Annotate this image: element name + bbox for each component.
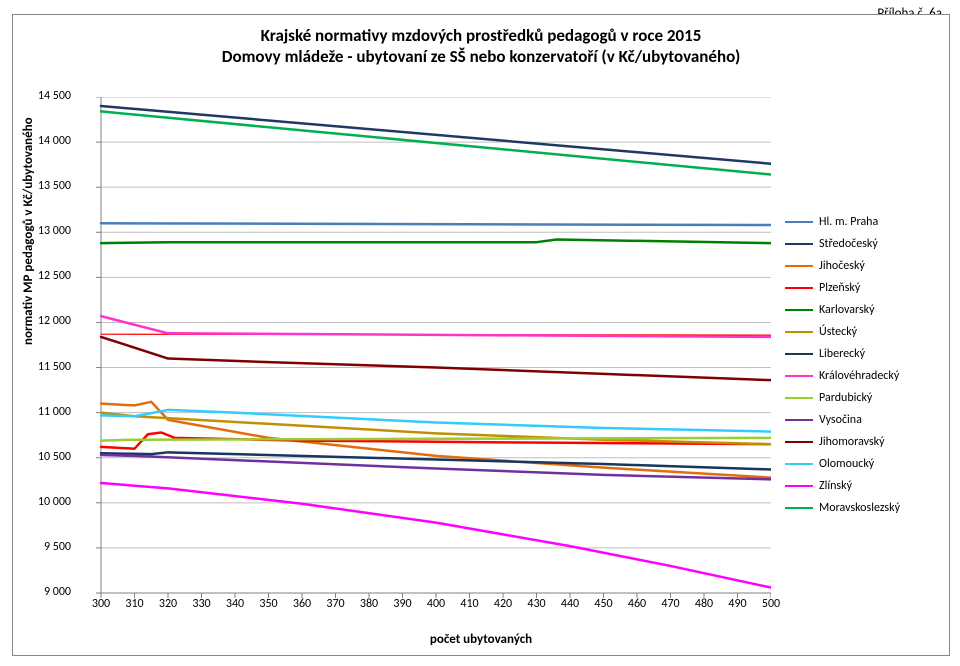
legend-item: Karlovarský <box>785 299 955 321</box>
legend-label: Královéhradecký <box>819 369 899 383</box>
x-tick-label: 470 <box>657 597 685 611</box>
x-tick-label: 420 <box>489 597 517 611</box>
legend-item: Jihomoravský <box>785 431 955 453</box>
legend-item: Olomoucký <box>785 453 955 475</box>
legend-swatch <box>785 309 813 311</box>
legend-swatch <box>785 397 813 399</box>
x-tick-label: 400 <box>422 597 450 611</box>
y-tick-label: 12 000 <box>11 314 71 328</box>
legend-label: Jihočeský <box>819 259 865 273</box>
legend-swatch <box>785 287 813 289</box>
legend-label: Liberecký <box>819 347 865 361</box>
title-line2: Domovy mládeže - ubytovaní ze SŠ nebo ko… <box>13 46 949 67</box>
legend-item: Královéhradecký <box>785 365 955 387</box>
legend-swatch <box>785 441 813 443</box>
legend-swatch <box>785 331 813 333</box>
legend-label: Plzeňský <box>819 281 860 295</box>
legend-label: Jihomoravský <box>819 435 885 449</box>
legend-swatch <box>785 463 813 465</box>
x-tick-label: 350 <box>255 597 283 611</box>
legend-item: Moravskoslezský <box>785 497 955 519</box>
chart-container: Krajské normativy mzdových prostředků pe… <box>12 14 950 656</box>
y-tick-label: 9 500 <box>11 540 71 554</box>
x-axis-title: počet ubytovaných <box>13 632 949 647</box>
y-tick-label: 10 000 <box>11 495 71 509</box>
legend-label: Hl. m. Praha <box>819 215 878 229</box>
plot-area <box>101 97 771 593</box>
legend-label: Středočeský <box>819 237 878 251</box>
y-tick-label: 14 500 <box>11 89 71 103</box>
legend-swatch <box>785 507 813 509</box>
y-tick-label: 13 000 <box>11 224 71 238</box>
y-tick-label: 12 500 <box>11 269 71 283</box>
legend-swatch <box>785 265 813 267</box>
y-tick-label: 11 500 <box>11 360 71 374</box>
legend-item: Jihočeský <box>785 255 955 277</box>
legend-swatch <box>785 221 813 223</box>
x-tick-label: 310 <box>121 597 149 611</box>
x-tick-label: 410 <box>456 597 484 611</box>
legend-swatch <box>785 485 813 487</box>
legend-swatch <box>785 353 813 355</box>
legend-label: Moravskoslezský <box>819 501 900 515</box>
legend-item: Pardubický <box>785 387 955 409</box>
chart-svg <box>95 97 771 599</box>
legend-label: Pardubický <box>819 391 872 405</box>
legend-label: Olomoucký <box>819 457 874 471</box>
legend-item: Vysočina <box>785 409 955 431</box>
chart-title: Krajské normativy mzdových prostředků pe… <box>13 25 949 68</box>
legend-label: Vysočina <box>819 413 862 427</box>
legend-item: Středočeský <box>785 233 955 255</box>
legend-item: Zlínský <box>785 475 955 497</box>
y-tick-label: 14 000 <box>11 134 71 148</box>
legend-swatch <box>785 375 813 377</box>
legend-item: Ústecký <box>785 321 955 343</box>
x-tick-label: 380 <box>355 597 383 611</box>
legend-swatch <box>785 419 813 421</box>
legend-label: Ústecký <box>819 325 857 339</box>
x-tick-label: 300 <box>87 597 115 611</box>
legend: Hl. m. Praha Středočeský Jihočeský Plzeňský… <box>785 211 955 519</box>
title-line1: Krajské normativy mzdových prostředků pe… <box>13 25 949 46</box>
x-tick-label: 450 <box>590 597 618 611</box>
legend-item: Plzeňský <box>785 277 955 299</box>
x-tick-label: 480 <box>690 597 718 611</box>
x-tick-label: 490 <box>724 597 752 611</box>
x-tick-label: 430 <box>523 597 551 611</box>
x-tick-label: 440 <box>556 597 584 611</box>
x-tick-label: 320 <box>154 597 182 611</box>
x-tick-label: 500 <box>757 597 785 611</box>
y-tick-label: 10 500 <box>11 450 71 464</box>
y-tick-label: 11 000 <box>11 405 71 419</box>
x-tick-label: 360 <box>288 597 316 611</box>
legend-label: Karlovarský <box>819 303 875 317</box>
legend-label: Zlínský <box>819 479 852 493</box>
x-tick-label: 390 <box>389 597 417 611</box>
y-tick-label: 13 500 <box>11 179 71 193</box>
x-tick-label: 370 <box>322 597 350 611</box>
x-tick-label: 460 <box>623 597 651 611</box>
y-tick-label: 9 000 <box>11 585 71 599</box>
legend-item: Liberecký <box>785 343 955 365</box>
legend-item: Hl. m. Praha <box>785 211 955 233</box>
x-tick-label: 330 <box>188 597 216 611</box>
x-tick-label: 340 <box>221 597 249 611</box>
legend-swatch <box>785 243 813 245</box>
